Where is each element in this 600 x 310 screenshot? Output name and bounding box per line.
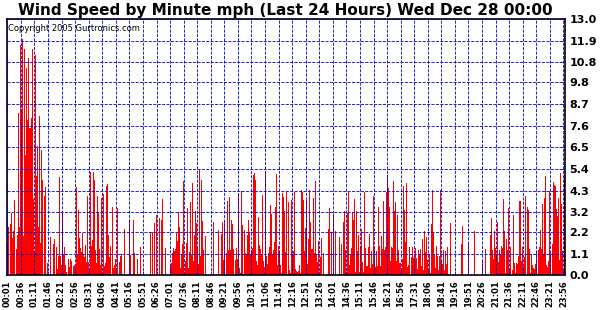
Text: Copyright 2005 Gurtronics.com: Copyright 2005 Gurtronics.com (8, 24, 140, 33)
Title: Wind Speed by Minute mph (Last 24 Hours) Wed Dec 28 00:00: Wind Speed by Minute mph (Last 24 Hours)… (19, 3, 553, 18)
